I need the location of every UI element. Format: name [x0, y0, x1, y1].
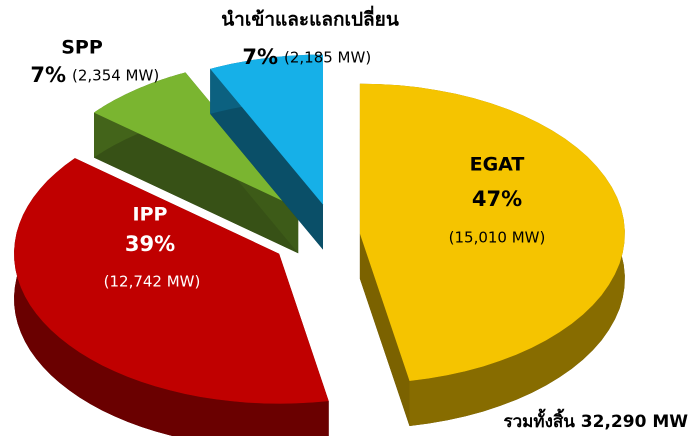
- slice: [359, 83, 625, 426]
- mw-label: (2,354 MW): [72, 67, 159, 85]
- slice-wall: [210, 68, 323, 250]
- slice-top: [14, 158, 329, 404]
- total-annotation: รวมทั้งสิ้น 32,290 MW: [504, 408, 689, 432]
- value-label: 7%: [242, 45, 278, 69]
- mw-label: (12,742 MW): [104, 273, 201, 291]
- pie: [14, 54, 625, 436]
- category-label: EGAT: [470, 154, 525, 176]
- category-label: IPP: [133, 204, 168, 226]
- labels: EGAT 47% (15,010 MW) IPP 39% (12,742 MW) SPP 7%…: [30, 6, 545, 291]
- category-label: นำเข้าและแลกเปลี่ยน: [221, 6, 399, 31]
- category-label: SPP: [61, 37, 103, 59]
- slice-top: [94, 72, 299, 209]
- value-label: 39%: [125, 232, 175, 256]
- value-label: 7%: [30, 63, 66, 87]
- slice-top: [359, 83, 625, 381]
- value-label: 47%: [472, 187, 522, 211]
- slice-wall: [359, 233, 410, 426]
- mw-label: (15,010 MW): [449, 229, 546, 247]
- slice-wall: [94, 112, 299, 254]
- mw-label: (2,185 MW): [284, 49, 371, 67]
- slice-side: [14, 158, 329, 436]
- slice-top: [210, 54, 323, 205]
- slice: [14, 158, 329, 436]
- slice: [210, 54, 323, 250]
